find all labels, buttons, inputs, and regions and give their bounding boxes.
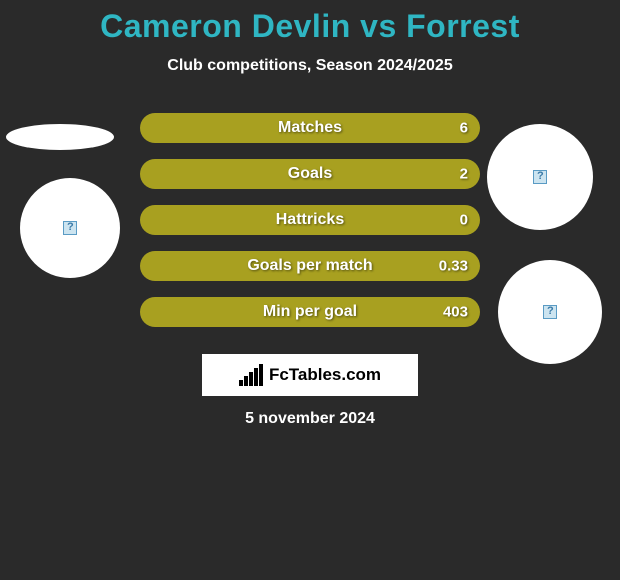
image-placeholder-icon bbox=[533, 170, 547, 184]
bar-fill bbox=[140, 205, 480, 235]
bar-fill bbox=[140, 297, 480, 327]
bar-row: Goals per match0.33 bbox=[140, 251, 480, 281]
bar-row: Goals2 bbox=[140, 159, 480, 189]
bar-value: 403 bbox=[443, 304, 468, 321]
bars-container: Matches6 Goals2 Hattricks0 Goals per match0… bbox=[140, 113, 480, 343]
decor-ellipse-top-left bbox=[6, 124, 114, 150]
bar-row: Matches6 bbox=[140, 113, 480, 143]
bar-value: 0.33 bbox=[439, 258, 468, 275]
brand-badge: FcTables.com bbox=[202, 354, 418, 396]
bar-row: Min per goal403 bbox=[140, 297, 480, 327]
page-title: Cameron Devlin vs Forrest bbox=[0, 0, 620, 45]
decor-circle-top-right bbox=[487, 124, 593, 230]
subtitle: Club competitions, Season 2024/2025 bbox=[0, 57, 620, 75]
bar-row: Hattricks0 bbox=[140, 205, 480, 235]
bar-value: 6 bbox=[460, 120, 468, 137]
image-placeholder-icon bbox=[63, 221, 77, 235]
bar-fill bbox=[140, 113, 480, 143]
brand-text: FcTables.com bbox=[269, 365, 381, 385]
brand-bars-icon bbox=[239, 364, 265, 386]
decor-circle-left bbox=[20, 178, 120, 278]
date-text: 5 november 2024 bbox=[0, 410, 620, 428]
bar-value: 0 bbox=[460, 212, 468, 229]
bar-value: 2 bbox=[460, 166, 468, 183]
decor-circle-bottom-right bbox=[498, 260, 602, 364]
image-placeholder-icon bbox=[543, 305, 557, 319]
bar-fill bbox=[140, 159, 480, 189]
bar-fill bbox=[140, 251, 480, 281]
